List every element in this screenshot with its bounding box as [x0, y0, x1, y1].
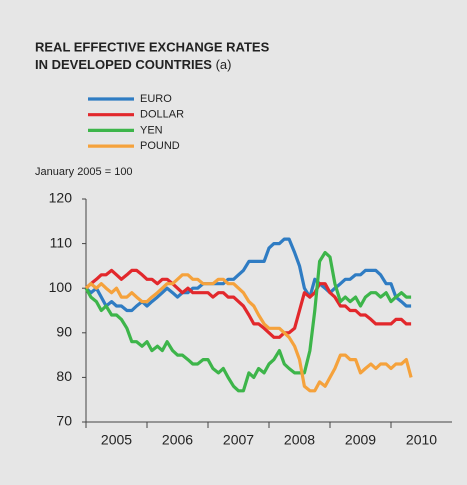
y-tick-label: 80 — [56, 368, 72, 384]
x-tick-label: 2006 — [162, 432, 193, 448]
subtitle: January 2005 = 100 — [35, 166, 133, 178]
legend-label: EURO — [140, 93, 172, 105]
series-line — [84, 268, 412, 339]
series-line — [84, 237, 412, 313]
chart-title-line: IN DEVELOPED COUNTRIES (a) — [35, 57, 231, 72]
title-note: (a) — [216, 57, 232, 72]
x-tick-label: 2008 — [284, 432, 315, 448]
series-line — [84, 273, 413, 393]
x-tick-label: 2009 — [345, 432, 376, 448]
legend-label: DOLLAR — [140, 109, 184, 121]
legend-label: POUND — [140, 140, 180, 152]
y-tick-label: 90 — [56, 324, 72, 340]
y-tick-label: 110 — [50, 234, 73, 250]
y-tick-label: 120 — [49, 190, 73, 206]
y-tick-label: 100 — [49, 279, 73, 295]
x-tick-label: 2010 — [406, 432, 437, 448]
x-tick-label: 2005 — [101, 432, 132, 448]
chart-title-line: IN DEVELOPED COUNTRIES — [35, 57, 212, 72]
y-tick-label: 70 — [56, 413, 72, 429]
series-line — [84, 250, 412, 393]
legend-label: YEN — [140, 124, 163, 136]
chart-title-line: REAL EFFECTIVE EXCHANGE RATES — [35, 39, 270, 54]
x-tick-label: 2007 — [223, 432, 254, 448]
